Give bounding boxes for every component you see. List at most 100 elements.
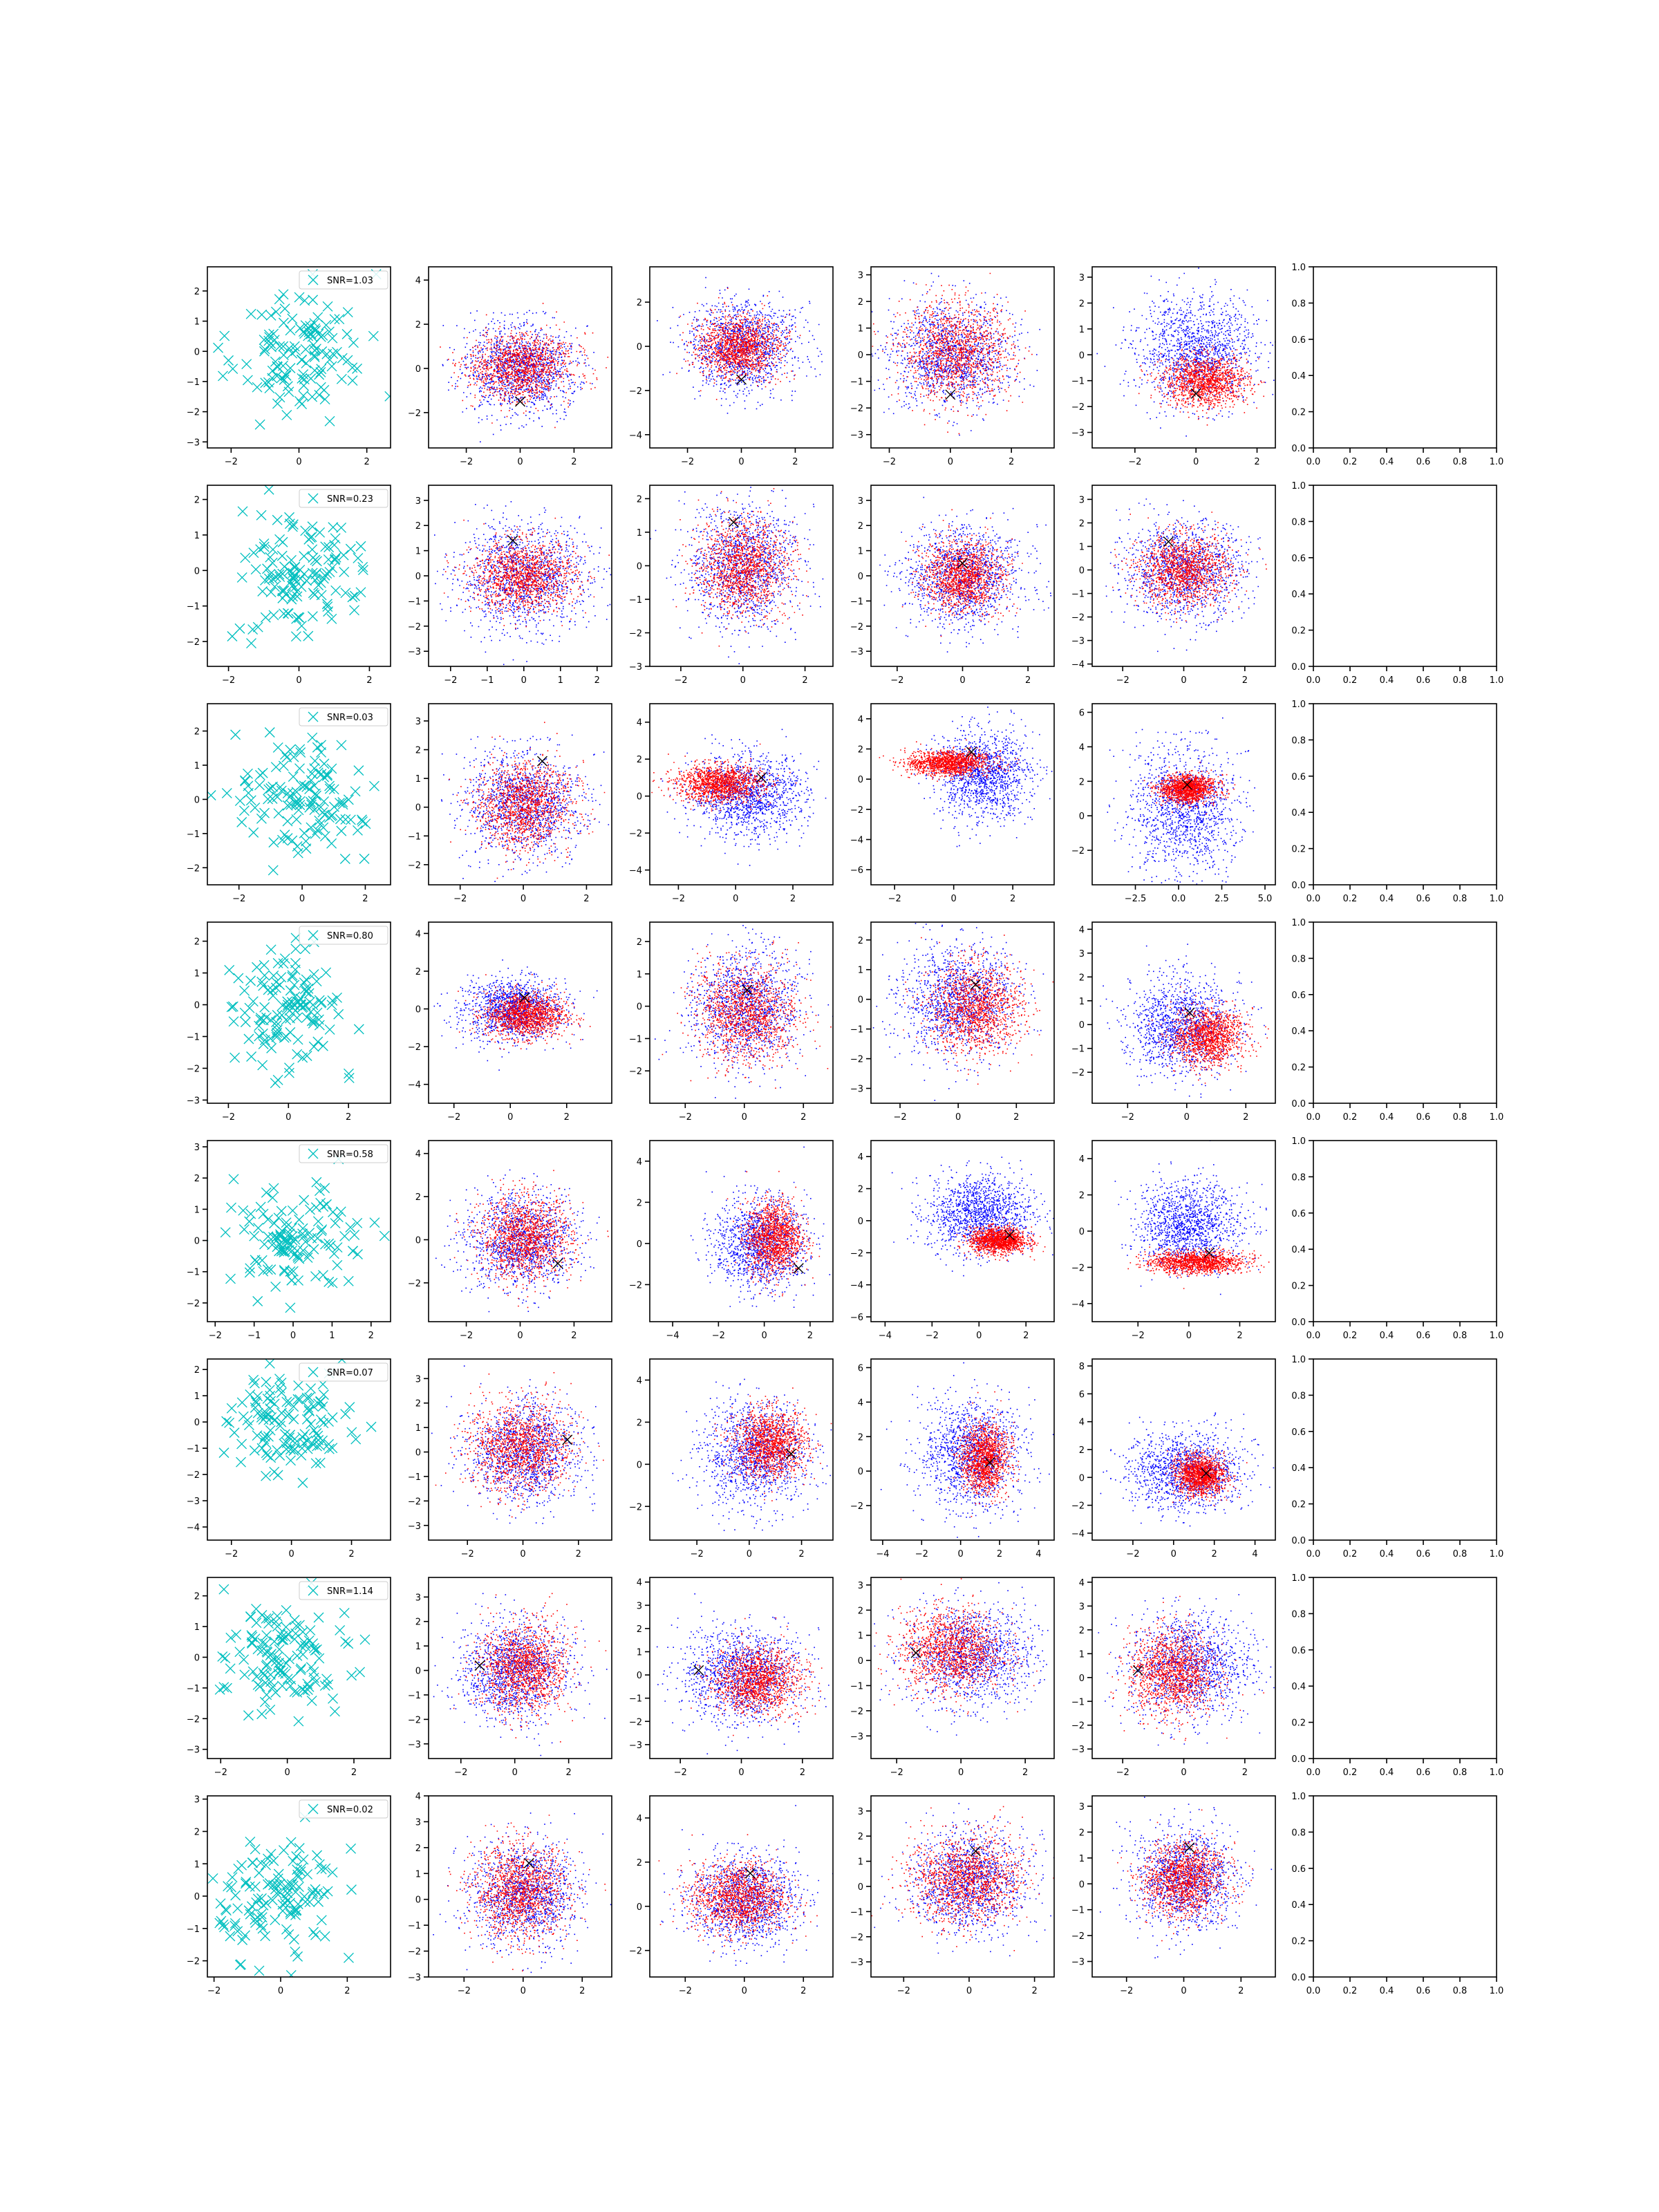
- y-tick-label: −2: [1071, 1931, 1085, 1942]
- x-tick-label: 0.4: [1380, 457, 1394, 467]
- x-tick-label: 0.8: [1453, 894, 1468, 904]
- y-tick-label: 4: [415, 1150, 421, 1160]
- y-tick-label: 0: [1079, 1227, 1085, 1237]
- legend-snr-label: SNR=1.03: [327, 276, 373, 286]
- y-tick-label: 2: [1079, 1445, 1085, 1456]
- x-tick-label: −2: [893, 1112, 906, 1123]
- y-tick-label: −4: [1071, 1529, 1085, 1539]
- legend-snr-label: SNR=0.23: [327, 494, 373, 505]
- plot-area: [1092, 1577, 1275, 1759]
- y-tick-label: 0: [858, 1217, 863, 1227]
- x-tick-label: 0.0: [1306, 1986, 1321, 1996]
- y-tick-label: −1: [850, 1025, 863, 1035]
- y-tick-label: −4: [850, 836, 863, 846]
- plot-area: [1313, 485, 1497, 666]
- y-tick-label: −2: [408, 1042, 421, 1053]
- y-tick-label: 1: [415, 547, 421, 557]
- y-tick-label: 2: [858, 936, 863, 946]
- x-tick-label: 0: [738, 457, 744, 467]
- plot-area: [1313, 1796, 1497, 1977]
- y-tick-label: −3: [629, 1741, 642, 1751]
- y-tick-label: −2: [187, 637, 200, 648]
- y-tick-label: −2: [629, 829, 642, 839]
- y-tick-label: 2: [858, 1606, 863, 1616]
- y-tick-label: 1.0: [1291, 700, 1306, 710]
- x-tick-label: −2: [209, 1331, 222, 1341]
- y-tick-label: 0: [858, 1882, 863, 1893]
- y-tick-label: 4: [637, 1376, 642, 1386]
- x-marker-point: [288, 256, 297, 266]
- y-tick-label: 0.6: [1291, 554, 1306, 564]
- y-tick-label: 0.0: [1291, 881, 1306, 891]
- x-tick-label: 2: [1022, 1768, 1028, 1778]
- y-tick-label: −2: [408, 622, 421, 632]
- y-tick-label: 0.6: [1291, 772, 1306, 782]
- y-tick-label: −3: [850, 1732, 863, 1742]
- y-tick-label: 2: [637, 1624, 642, 1635]
- y-tick-label: −3: [850, 431, 863, 441]
- y-tick-label: 2: [1079, 1828, 1085, 1838]
- y-tick-label: −1: [1071, 590, 1085, 600]
- x-tick-label: 0.0: [1306, 1549, 1321, 1559]
- y-tick-label: −2: [629, 1717, 642, 1727]
- x-tick-label: 2: [1025, 675, 1031, 686]
- y-tick-label: 2: [858, 297, 863, 308]
- x-tick-label: 2: [571, 1331, 577, 1341]
- plot-area: [1313, 1359, 1497, 1540]
- x-tick-label: 2: [583, 894, 589, 904]
- x-tick-label: 2: [1009, 457, 1014, 467]
- x-tick-label: 0.8: [1453, 1112, 1468, 1123]
- x-tick-label: 2: [800, 1986, 806, 1996]
- x-tick-label: 1.0: [1490, 1549, 1504, 1559]
- y-tick-label: 6: [858, 1363, 863, 1374]
- x-tick-label: 0: [747, 1549, 752, 1559]
- y-tick-label: −3: [850, 647, 863, 657]
- y-tick-label: 0: [415, 1005, 421, 1015]
- y-tick-label: 0: [858, 350, 863, 361]
- y-tick-label: 1: [194, 969, 200, 980]
- y-tick-label: 0.0: [1291, 1318, 1306, 1328]
- x-tick-label: 2: [807, 1331, 813, 1341]
- x-tick-label: 1.0: [1490, 894, 1504, 904]
- legend-snr-label: SNR=0.80: [327, 931, 373, 941]
- y-tick-label: −2: [408, 1497, 421, 1507]
- x-marker-point: [175, 1209, 185, 1219]
- x-tick-label: −2: [890, 1768, 903, 1778]
- x-tick-label: 2: [362, 894, 368, 904]
- x-tick-label: 0.6: [1416, 1768, 1431, 1778]
- x-tick-label: 0: [517, 1331, 523, 1341]
- y-tick-label: 0.4: [1291, 371, 1306, 382]
- x-tick-label: 2: [566, 1768, 572, 1778]
- y-tick-label: 0.6: [1291, 991, 1306, 1001]
- x-tick-label: 2: [1010, 894, 1015, 904]
- y-tick-label: −2: [629, 1502, 642, 1512]
- x-tick-label: −2: [1116, 1768, 1130, 1778]
- y-tick-label: 1.0: [1291, 481, 1306, 491]
- y-tick-label: −2: [408, 1279, 421, 1289]
- x-tick-label: 0: [284, 1768, 290, 1778]
- y-tick-label: 0: [637, 561, 642, 572]
- y-tick-label: 2: [858, 1832, 863, 1842]
- y-tick-label: 0.4: [1291, 1245, 1306, 1255]
- y-tick-label: 1: [858, 966, 863, 976]
- x-tick-label: 0.6: [1416, 894, 1431, 904]
- y-tick-label: −1: [629, 595, 642, 606]
- y-tick-label: 1: [858, 1631, 863, 1642]
- y-tick-label: −2: [187, 1299, 200, 1309]
- y-tick-label: 3: [1079, 1802, 1085, 1812]
- y-tick-label: −3: [408, 1973, 421, 1983]
- y-tick-label: 0.0: [1291, 1536, 1306, 1546]
- x-tick-label: 0.6: [1416, 1112, 1431, 1123]
- y-tick-label: 0.0: [1291, 1754, 1306, 1765]
- y-tick-label: 2: [194, 1365, 200, 1376]
- y-tick-label: 0: [194, 1237, 200, 1247]
- x-tick-label: 2: [351, 1768, 357, 1778]
- x-tick-label: 2: [348, 1549, 354, 1559]
